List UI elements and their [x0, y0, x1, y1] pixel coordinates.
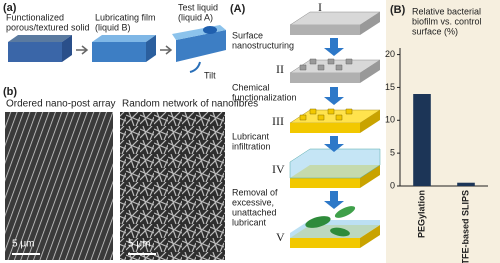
panel-label: (B) — [390, 4, 406, 16]
bacterium — [330, 227, 350, 237]
step-label: unattached — [232, 207, 277, 217]
panel-A: (A) I II III IV V Surface n — [230, 0, 381, 248]
panel-B: (B) Relative bacterial biofilm vs. contr… — [385, 0, 500, 263]
step-label: Removal of — [232, 187, 278, 197]
block-top — [8, 35, 72, 42]
chart-title: surface (%) — [412, 26, 458, 36]
bacterium — [334, 206, 356, 218]
x-tick-label: PEGylation — [416, 190, 426, 238]
x-tick-label: PTFE-based SLIPS — [460, 190, 470, 263]
scale-label: 5 μm — [128, 239, 150, 250]
slab — [360, 12, 380, 35]
slab — [290, 238, 360, 248]
block-side — [62, 35, 72, 62]
caption: Random network of nanofibres — [122, 99, 258, 110]
caption: Lubricating film — [95, 12, 156, 22]
sem-image — [120, 112, 225, 260]
arrow — [76, 45, 89, 55]
y-tick-label: 5 — [390, 148, 395, 158]
arrow — [160, 45, 173, 55]
bar — [413, 94, 431, 186]
block — [92, 42, 146, 62]
slab — [360, 225, 380, 248]
step-label: Chemical — [232, 82, 270, 92]
sem-image — [5, 112, 113, 260]
bar — [457, 182, 475, 186]
caption: Functionalized — [6, 12, 64, 22]
block-side — [146, 35, 156, 62]
posts — [299, 108, 353, 121]
lubricant — [289, 148, 381, 179]
y-tick-label: 10 — [385, 115, 395, 125]
step-label: excessive, — [232, 197, 274, 207]
droplet — [203, 26, 217, 34]
caption: (liquid A) — [178, 12, 213, 22]
bacterium — [305, 216, 331, 228]
chart-title: biofilm vs. control — [412, 16, 482, 26]
y-tick-label: 15 — [385, 82, 395, 92]
step-label: lubricant — [232, 217, 267, 227]
chart-title: Relative bacterial — [412, 6, 481, 16]
block — [176, 30, 226, 62]
slab — [360, 165, 380, 188]
panel-b: (b) Ordered nano-post array Random netwo… — [3, 86, 258, 260]
step-number: IV — [272, 162, 285, 176]
y-tick-label: 0 — [390, 180, 395, 190]
step-label: Surface — [232, 30, 263, 40]
step-number: V — [276, 230, 285, 244]
slab — [290, 123, 360, 133]
caption: Test liquid — [178, 2, 218, 12]
chart-background — [386, 0, 500, 263]
arrow — [189, 61, 201, 73]
panel-a: (a) Functionalized porous/textured solid… — [3, 2, 226, 80]
step-number: I — [318, 0, 322, 14]
panel-label: (a) — [3, 2, 17, 14]
caption: (liquid B) — [95, 22, 131, 32]
step-number: II — [276, 62, 284, 76]
step-label: functionalization — [232, 92, 297, 102]
scale-label: 5 μm — [12, 239, 34, 250]
slab — [290, 25, 360, 35]
panel-label: (b) — [3, 86, 17, 98]
posts — [299, 58, 353, 71]
block-top — [92, 35, 156, 42]
panel-label: (A) — [230, 3, 246, 15]
y-tick-label: 20 — [385, 49, 395, 59]
caption: Tilt — [204, 70, 216, 80]
block — [8, 42, 62, 62]
slab — [360, 60, 380, 83]
slab — [290, 73, 360, 83]
step-label: infiltration — [232, 141, 271, 151]
caption: porous/textured solid — [6, 22, 90, 32]
step-label: nanostructuring — [232, 40, 294, 50]
caption: Ordered nano-post array — [6, 99, 116, 110]
step-number: III — [272, 114, 284, 128]
step-label: Lubricant — [232, 131, 270, 141]
slab — [360, 110, 380, 133]
slab — [290, 178, 360, 188]
